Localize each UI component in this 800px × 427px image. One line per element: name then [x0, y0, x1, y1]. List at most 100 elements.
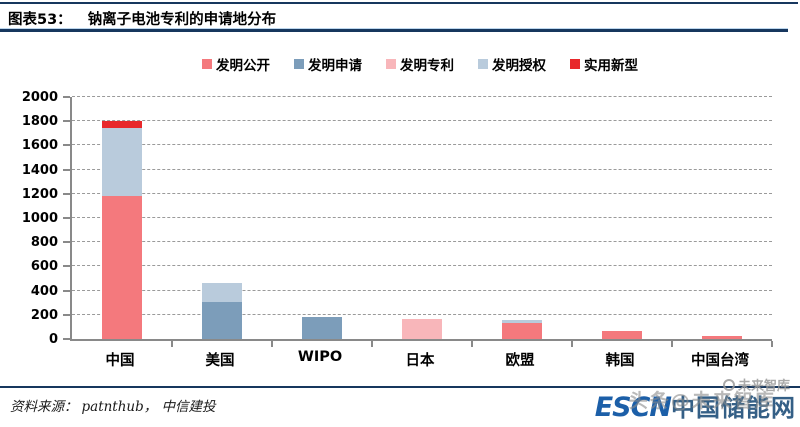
- watermark: 未来智库 ESCN中国储能网 头条@未来智库: [566, 378, 796, 423]
- y-axis-tick-label: 400: [30, 283, 58, 299]
- bar-slot: [672, 97, 772, 339]
- y-axis-tick-label: 0: [48, 332, 58, 347]
- zhiku-logo-icon: [722, 378, 735, 391]
- bar-slot: [372, 97, 472, 339]
- x-axis-tick: [771, 341, 773, 347]
- y-axis-tick: [63, 120, 70, 123]
- y-axis-tick-label: 600: [30, 259, 58, 275]
- y-axis-tick: [63, 313, 70, 316]
- bar-segment: [602, 331, 642, 339]
- x-axis-label: 美国: [205, 353, 235, 369]
- x-axis-label: WIPO: [297, 349, 343, 365]
- x-axis-label: 中国台湾: [691, 353, 749, 369]
- x-axis-tick: [371, 341, 373, 347]
- y-axis-tick-label: 200: [30, 307, 58, 323]
- legend-swatch-icon: [386, 59, 396, 69]
- gridline: [72, 192, 772, 194]
- figure-header: 图表53： 钠离子电池专利的申请地分布: [8, 8, 276, 29]
- x-axis-label: 日本: [405, 353, 435, 369]
- bar-segment: [502, 320, 542, 324]
- legend-label: 发明公开: [216, 58, 270, 74]
- legend-swatch-icon: [202, 59, 212, 69]
- bar-slot: [172, 97, 272, 339]
- bar-slot: [72, 97, 172, 339]
- bar-segment: [202, 282, 242, 303]
- site-name: 中国储能网: [671, 394, 796, 422]
- y-axis-tick: [63, 144, 70, 147]
- escn-logo: ESCN: [594, 392, 672, 423]
- y-axis-tick-label: 800: [30, 235, 58, 251]
- header-divider: [0, 28, 788, 32]
- legend-item: 发明授权: [478, 54, 546, 74]
- y-axis-tick-label: 2000: [21, 90, 58, 105]
- bar-2: [302, 316, 342, 339]
- bar-0: [102, 121, 142, 339]
- x-axis-tick: [171, 341, 173, 347]
- source-label: 资料来源：: [10, 399, 78, 415]
- legend-label: 发明授权: [492, 58, 546, 74]
- gridline: [72, 96, 772, 97]
- source-note: 资料来源： patnthub， 中信建投: [10, 395, 216, 415]
- y-axis-tick: [63, 338, 70, 340]
- bar-1: [202, 282, 242, 339]
- legend-swatch-icon: [570, 59, 580, 69]
- gridline: [72, 313, 772, 315]
- legend-label: 实用新型: [584, 58, 638, 74]
- gridline: [72, 217, 772, 218]
- watermark-overlay-text: 头条@未来智库: [628, 390, 776, 412]
- x-axis-label: 韩国: [605, 353, 635, 369]
- y-axis-tick: [63, 192, 70, 195]
- legend-swatch-icon: [294, 59, 304, 69]
- y-axis-tick: [63, 168, 70, 171]
- top-divider: [0, 2, 798, 4]
- page-title: 钠离子电池专利的申请地分布: [87, 12, 277, 28]
- gridline: [72, 289, 772, 291]
- bar-segment: [402, 319, 442, 339]
- y-axis-tick: [63, 265, 70, 268]
- legend-item: 发明公开: [202, 54, 270, 74]
- bar-segment: [302, 316, 342, 339]
- watermark-main: ESCN中国储能网 头条@未来智库: [595, 388, 796, 423]
- y-axis-tick-label: 1800: [21, 114, 58, 130]
- x-axis-tick: [271, 341, 273, 347]
- x-axis-label: 欧盟: [505, 353, 535, 369]
- legend-label: 发明专利: [400, 58, 454, 74]
- x-axis-labels: 中国 美国 WIPO 日本 欧盟 韩国 中国台湾: [70, 349, 770, 370]
- bar-slot: [472, 97, 572, 339]
- footer-divider: [0, 386, 800, 388]
- x-axis-tick: [471, 341, 473, 347]
- gridline: [72, 144, 772, 146]
- y-axis-tick: [63, 289, 70, 292]
- chart-legend: 发明公开 发明申请 发明专利 发明授权 实用新型: [70, 54, 770, 74]
- y-axis: 0 200 400 600 800 1000 1200 1400 1600 1800 2000: [0, 90, 62, 347]
- x-axis-label: 中国: [105, 353, 135, 369]
- bar-segment: [202, 302, 242, 339]
- watermark-small-text: 未来智库: [737, 379, 790, 394]
- bar-6: [702, 335, 742, 339]
- gridline: [72, 241, 772, 243]
- y-axis-tick-label: 1400: [21, 162, 58, 178]
- bar-slot: [572, 97, 672, 339]
- legend-label: 发明申请: [308, 58, 362, 74]
- legend-item: 发明专利: [386, 54, 454, 74]
- legend-item: 发明申请: [294, 54, 362, 74]
- watermark-small: 未来智库: [722, 375, 790, 394]
- bar-segment: [102, 127, 142, 196]
- y-axis-tick: [63, 217, 70, 219]
- gridline: [72, 168, 772, 170]
- bar-3: [402, 319, 442, 339]
- x-axis-tick: [671, 341, 673, 347]
- legend-item: 实用新型: [570, 54, 638, 74]
- y-axis-tick: [63, 241, 70, 244]
- figure-number: 图表53：: [8, 12, 72, 28]
- legend-swatch-icon: [478, 59, 488, 69]
- gridline: [72, 265, 772, 267]
- bar-4: [502, 320, 542, 339]
- bar-slot: [272, 97, 372, 339]
- bar-segment: [702, 335, 742, 339]
- source-value: patnthub， 中信建投: [81, 399, 216, 415]
- y-axis-tick-label: 1000: [21, 211, 58, 226]
- bar-segment: [502, 323, 542, 339]
- bar-segment: [102, 195, 142, 339]
